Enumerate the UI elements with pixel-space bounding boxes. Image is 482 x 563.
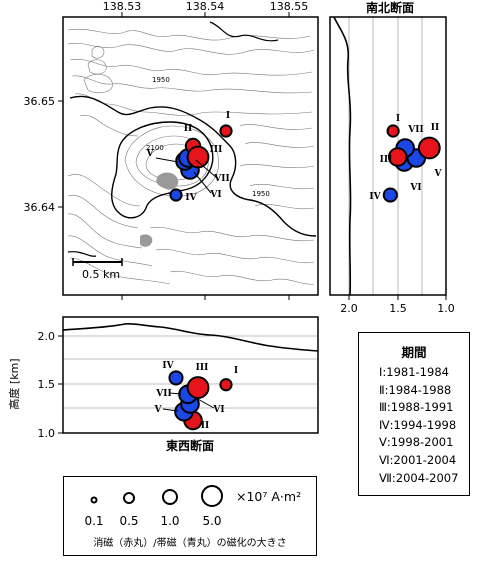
ns-marker-label-I: I <box>396 114 400 124</box>
period-legend-item: Ⅰ:1981-1984 <box>379 365 449 379</box>
ew-marker-label-VI: VI <box>212 405 224 415</box>
size-legend-circles: ×10⁷ A·m² 0.1 0.5 1.0 5.0 消磁（赤丸）/帯磁（青丸）の… <box>84 485 301 549</box>
map-leader-V <box>155 157 179 163</box>
period-legend-item: Ⅱ:1984-1988 <box>379 382 452 397</box>
ew-leader-VII <box>168 392 182 395</box>
contour-label-3: 1950 <box>252 190 270 198</box>
ns-marker-label-V: V <box>434 169 443 179</box>
ew-marker-label-II: II <box>201 421 209 431</box>
ns-tick-label-1: 2.0 <box>340 302 358 315</box>
size-legend-value-1.0: 1.0 <box>160 514 179 528</box>
ns-marker-IV <box>382 187 398 203</box>
contour-thick-summit <box>111 121 214 219</box>
ns-topography-profile <box>333 16 352 296</box>
period-legend-item: Ⅵ:2001-2004 <box>379 452 457 467</box>
contour-thick-sw <box>67 251 97 257</box>
size-legend-value-0.1: 0.1 <box>84 514 103 528</box>
ns-marker-label-II: II <box>431 123 439 133</box>
map-marker-label-IV: IV <box>185 193 197 203</box>
crater-small-shape <box>140 234 153 247</box>
size-legend-circle-5.0 <box>201 485 223 507</box>
ew-y-axis-label: 高度 [km] <box>7 358 21 409</box>
ns-section-title: 南北断面 <box>366 0 414 15</box>
ew-leader-VI <box>195 397 215 409</box>
ew-tick-label-1: 2.0 <box>38 330 56 343</box>
ns-marker-I <box>386 124 400 138</box>
size-legend-caption: 消磁（赤丸）/帯磁（青丸）の磁化の大きさ <box>93 536 286 549</box>
ew-topography-profile <box>62 323 319 352</box>
size-legend-value-0.5: 0.5 <box>119 514 138 528</box>
left-tick-label-1: 36.65 <box>24 95 56 108</box>
ew-marker-label-I: I <box>234 366 238 376</box>
top-tick-label-3: 138.55 <box>270 0 309 13</box>
map-marker-label-II: II <box>184 124 192 134</box>
contour-label-2: 2100 <box>146 144 164 152</box>
ns-marker-II <box>417 136 441 160</box>
crater-lake-shape <box>156 172 179 190</box>
top-tick-label-2: 138.54 <box>186 0 225 13</box>
ew-marker-label-V: V <box>154 405 163 415</box>
map-marker-label-V: V <box>146 149 155 159</box>
size-legend-box <box>63 476 317 556</box>
size-legend-circle-0.1 <box>90 496 98 504</box>
ew-marker-label-III: III <box>196 363 209 373</box>
size-legend-value-5.0: 5.0 <box>202 514 221 528</box>
map-marker-III <box>186 145 210 169</box>
ew-leader-V <box>162 408 179 412</box>
size-legend-unit: ×10⁷ A·m² <box>236 489 301 504</box>
ns-marker-label-VI: VI <box>409 183 421 193</box>
top-tick-label-1: 138.53 <box>103 0 142 13</box>
map-marker-IV <box>169 188 183 202</box>
ew-marker-label-VII: VII <box>155 389 171 399</box>
ns-tick-label-3: 1.0 <box>437 302 455 315</box>
ns-marker-III <box>387 147 408 167</box>
map-marker-label-I: I <box>226 111 230 121</box>
ew-marker-III <box>186 376 210 399</box>
period-legend-item: Ⅲ:1988-1991 <box>379 400 454 415</box>
ew-tick-label-2: 1.5 <box>38 378 56 391</box>
left-tick-label-2: 36.64 <box>24 201 56 214</box>
period-legend-item: Ⅶ:2004-2007 <box>379 470 459 485</box>
scale-bar-label: 0.5 km <box>82 268 120 281</box>
map-marker-label-III: III <box>210 145 223 155</box>
map-marker-I <box>219 124 233 138</box>
period-legend: 期間 Ⅰ:1981-1984 Ⅱ:1984-1988 Ⅲ:1988-1991 Ⅳ… <box>358 332 470 496</box>
ew-marker-IV <box>168 370 184 386</box>
ew-tick-label-3: 1.0 <box>38 427 56 440</box>
ns-frame <box>329 16 447 296</box>
size-legend-circle-0.5 <box>123 492 135 504</box>
ns-marker-label-VII: VII <box>407 125 423 135</box>
ns-tick-label-2: 1.5 <box>389 302 407 315</box>
size-legend-circle-1.0 <box>162 489 178 505</box>
ew-frame <box>62 316 319 434</box>
contour-thick-outer <box>69 95 317 237</box>
contour-label-1: 1950 <box>152 76 170 84</box>
contour-thick-north <box>209 21 279 42</box>
map-marker-label-VII: VII <box>213 174 229 184</box>
ew-section-title: 東西断面 <box>166 438 214 453</box>
ew-marker-I <box>219 378 233 392</box>
period-legend-title: 期間 <box>401 345 427 360</box>
map-marker-label-VI: VI <box>209 190 221 200</box>
ns-marker-label-III: III <box>380 155 393 165</box>
ns-marker-label-IV: IV <box>369 192 381 202</box>
period-legend-item: Ⅳ:1994-1998 <box>379 417 457 432</box>
map-leader-VI <box>193 171 212 194</box>
map-leader-VII <box>195 159 218 179</box>
period-legend-item: Ⅴ:1998-2001 <box>379 435 454 450</box>
ew-marker-label-IV: IV <box>162 361 174 371</box>
map-frame <box>62 16 319 296</box>
